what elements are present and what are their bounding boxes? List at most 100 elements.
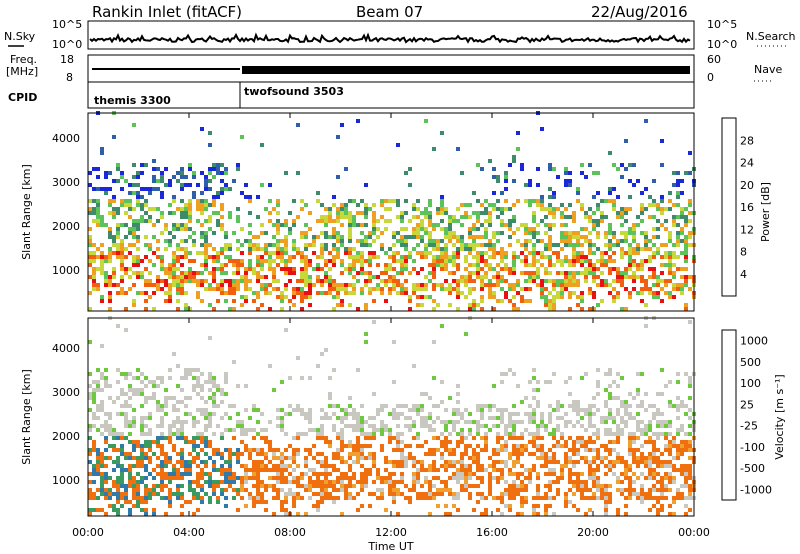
heatmap-cell [220,283,224,287]
heatmap-cell [116,500,120,504]
heatmap-cell [324,263,328,267]
heatmap-cell [488,243,492,247]
heatmap-cell [612,440,616,444]
heatmap-cell [492,251,496,255]
freq-right-tick-bottom: 0 [707,71,714,84]
heatmap-cell [624,307,628,311]
heatmap-cell [460,472,464,476]
heatmap-cell [648,436,652,440]
heatmap-cell [104,420,108,424]
heatmap-cell [596,219,600,223]
heatmap-cell [652,440,656,444]
heatmap-cell [584,512,588,516]
heatmap-cell [680,484,684,488]
heatmap-cell [520,504,524,508]
heatmap-cell [412,488,416,492]
heatmap-cell [116,432,120,436]
heatmap-cell [660,207,664,211]
heatmap-cell [360,251,364,255]
heatmap-cell [448,464,452,468]
heatmap-cell [364,436,368,440]
heatmap-cell [676,456,680,460]
heatmap-cell [684,444,688,448]
heatmap-cell [224,171,228,175]
heatmap-cell [272,496,276,500]
heatmap-cell [224,460,228,464]
heatmap-cell [460,440,464,444]
heatmap-cell [624,231,628,235]
heatmap-cell [400,480,404,484]
heatmap-cell [248,211,252,215]
heatmap-cell [136,440,140,444]
heatmap-cell [672,480,676,484]
heatmap-cell [204,424,208,428]
heatmap-cell [100,344,104,348]
heatmap-cell [340,211,344,215]
heatmap-cell [548,195,552,199]
heatmap-cell [132,492,136,496]
heatmap-cell [92,283,96,287]
heatmap-cell [280,295,284,299]
heatmap-cell [420,219,424,223]
heatmap-cell [188,259,192,263]
heatmap-cell [592,263,596,267]
heatmap-cell [596,223,600,227]
heatmap-cell [540,452,544,456]
heatmap-cell [360,263,364,267]
heatmap-cell [572,492,576,496]
heatmap-cell [656,227,660,231]
heatmap-cell [584,227,588,231]
heatmap-cell [336,215,340,219]
heatmap-cell [516,384,520,388]
heatmap-cell [176,400,180,404]
heatmap-cell [192,175,196,179]
heatmap-cell [504,464,508,468]
heatmap-cell [352,428,356,432]
heatmap-cell [188,251,192,255]
heatmap-cell [96,267,100,271]
heatmap-cell [276,219,280,223]
heatmap-cell [352,444,356,448]
heatmap-cell [268,440,272,444]
velocity-colorbar-tick: -500 [740,462,765,475]
heatmap-cell [688,492,692,496]
heatmap-cell [120,476,124,480]
heatmap-cell [108,279,112,283]
heatmap-cell [292,255,296,259]
heatmap-cell [372,436,376,440]
heatmap-cell [200,472,204,476]
heatmap-cell [396,492,400,496]
heatmap-cell [88,392,92,396]
heatmap-cell [580,259,584,263]
heatmap-cell [572,440,576,444]
heatmap-cell [204,267,208,271]
heatmap-cell [408,424,412,428]
x-tick-label: 00:00 [72,526,104,539]
heatmap-cell [480,416,484,420]
heatmap-cell [112,492,116,496]
heatmap-cell [176,283,180,287]
heatmap-cell [216,195,220,199]
heatmap-cell [128,191,132,195]
heatmap-cell [192,480,196,484]
heatmap-cell [420,416,424,420]
heatmap-cell [656,203,660,207]
heatmap-cell [128,440,132,444]
heatmap-cell [336,480,340,484]
heatmap-cell [172,432,176,436]
heatmap-cell [100,295,104,299]
heatmap-cell [536,472,540,476]
heatmap-cell [268,307,272,311]
heatmap-cell [184,271,188,275]
heatmap-cell [196,368,200,372]
heatmap-cell [676,408,680,412]
heatmap-cell [468,227,472,231]
heatmap-cell [628,263,632,267]
heatmap-cell [296,247,300,251]
heatmap-cell [344,496,348,500]
heatmap-cell [604,492,608,496]
heatmap-cell [516,452,520,456]
heatmap-cell [200,412,204,416]
heatmap-cell [332,283,336,287]
heatmap-cell [96,464,100,468]
